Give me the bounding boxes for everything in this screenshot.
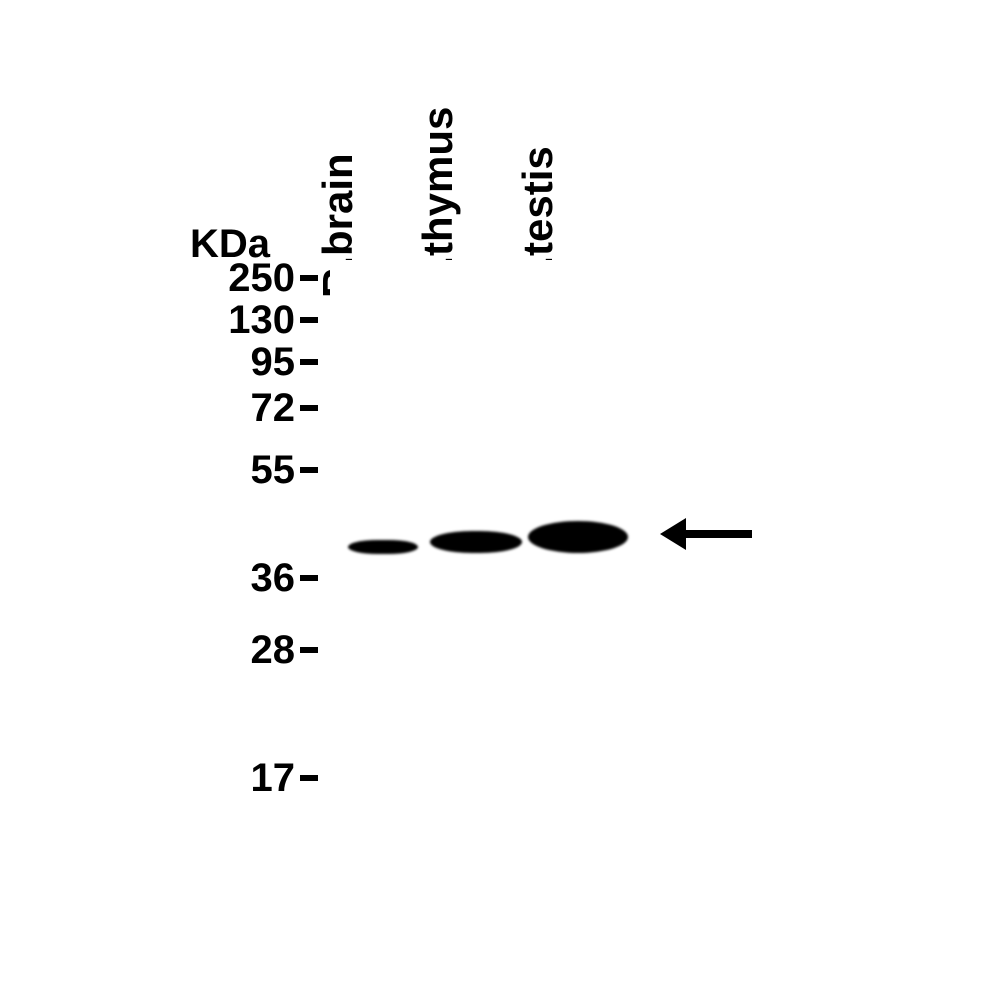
band-lane1 <box>348 540 418 554</box>
mw-label-130: 130 <box>228 298 295 343</box>
mw-tick-55 <box>300 467 318 473</box>
mw-label-72: 72 <box>251 386 296 431</box>
mw-label-36: 36 <box>251 556 296 601</box>
mw-label-95: 95 <box>251 340 296 385</box>
mw-tick-95 <box>300 359 318 365</box>
band-lane3 <box>528 521 628 553</box>
mw-label-17: 17 <box>251 756 296 801</box>
mw-label-28: 28 <box>251 628 296 673</box>
band-lane2 <box>430 531 522 553</box>
mw-tick-28 <box>300 647 318 653</box>
mw-tick-17 <box>300 775 318 781</box>
arrow-head-icon <box>660 518 686 550</box>
mw-tick-130 <box>300 317 318 323</box>
target-band-arrow <box>660 518 756 550</box>
mw-label-55: 55 <box>251 448 296 493</box>
western-blot-figure: KDa 250 130 95 72 55 36 28 17 R.brain R.… <box>0 0 1000 1000</box>
blot-membrane <box>330 260 630 880</box>
mw-tick-72 <box>300 405 318 411</box>
arrow-shaft <box>686 530 752 538</box>
mw-tick-36 <box>300 575 318 581</box>
mw-label-250: 250 <box>228 256 295 301</box>
